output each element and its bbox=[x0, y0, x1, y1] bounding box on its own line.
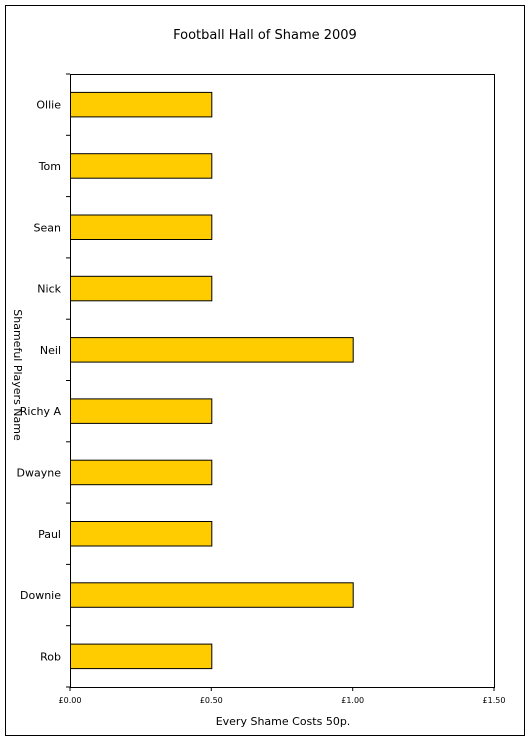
y-ticks bbox=[66, 73, 70, 688]
bar-paul bbox=[70, 521, 213, 547]
bar-tom bbox=[70, 153, 213, 179]
y-tick-label: Richy A bbox=[20, 405, 62, 418]
x-ticks bbox=[69, 687, 495, 691]
bar-dwayne bbox=[70, 459, 213, 486]
x-tick-label: £0.00 bbox=[59, 696, 82, 705]
bar-downie bbox=[70, 582, 354, 608]
x-tick-labels: £0.00 £0.50 £1.00 £1.50 bbox=[59, 696, 506, 705]
x-tick-label: £1.00 bbox=[341, 696, 364, 705]
y-tick-label: Nick bbox=[37, 283, 61, 296]
bars bbox=[70, 91, 354, 670]
plot-area bbox=[70, 74, 495, 688]
bar-rob bbox=[70, 643, 213, 670]
x-tick-label: £0.50 bbox=[200, 696, 223, 705]
bar-ollie bbox=[70, 91, 213, 118]
x-axis-title: Every Shame Costs 50p. bbox=[216, 715, 351, 728]
bar-sean bbox=[70, 214, 213, 240]
y-tick-label: Neil bbox=[40, 344, 61, 357]
y-tick-label: Ollie bbox=[36, 99, 61, 112]
chart-title: Football Hall of Shame 2009 bbox=[173, 28, 357, 43]
x-tick-label: £1.50 bbox=[483, 696, 506, 705]
bar-neil bbox=[70, 337, 354, 363]
y-tick-label: Rob bbox=[40, 650, 61, 663]
chart-frame bbox=[5, 5, 525, 736]
y-tick-label: Tom bbox=[38, 160, 61, 173]
bar-richy-a bbox=[70, 398, 213, 424]
y-tick-label: Paul bbox=[38, 528, 61, 541]
y-axis-title: Shameful Players Name bbox=[11, 309, 24, 441]
y-tick-labels: Ollie Tom Sean Nick Neil Richy A Dwayne Paul Dow… bbox=[17, 99, 62, 664]
bar-nick bbox=[70, 275, 213, 302]
y-tick-label: Downie bbox=[20, 589, 61, 602]
y-tick-label: Sean bbox=[34, 221, 61, 234]
y-tick-label: Dwayne bbox=[17, 466, 62, 479]
